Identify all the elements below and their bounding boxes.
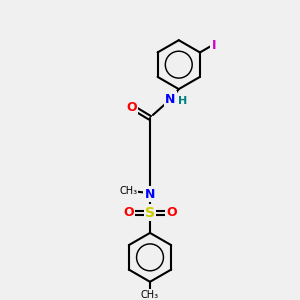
Text: O: O: [126, 101, 136, 114]
Text: N: N: [145, 188, 155, 201]
Text: I: I: [212, 40, 216, 52]
Text: N: N: [165, 93, 175, 106]
Text: S: S: [145, 206, 155, 220]
Text: O: O: [123, 206, 134, 219]
Text: H: H: [178, 96, 188, 106]
Text: CH₃: CH₃: [141, 290, 159, 300]
Text: O: O: [166, 206, 177, 219]
Text: CH₃: CH₃: [119, 186, 137, 196]
